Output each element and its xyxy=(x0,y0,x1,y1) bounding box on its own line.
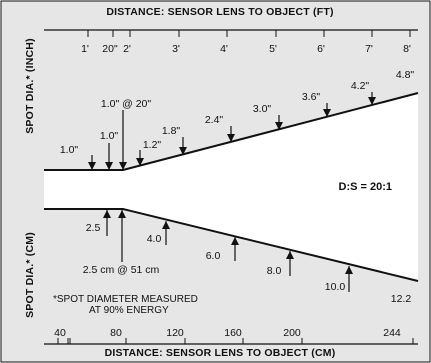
callout-arrows xyxy=(88,92,376,292)
bottom-tick-label: 160 xyxy=(224,327,242,339)
cm-label: 4.0 xyxy=(147,233,162,245)
inch-label: 1.0" @ 20" xyxy=(101,98,151,110)
inch-label: 3.6" xyxy=(302,91,321,103)
bottom-tick-label: 120 xyxy=(166,327,184,339)
bottom-tick-label: 80 xyxy=(110,327,122,339)
beam-cone xyxy=(44,93,418,281)
inch-label: 1.2" xyxy=(143,139,162,151)
callout-arrow-head xyxy=(88,162,96,170)
top-tick-label: 5' xyxy=(269,43,277,55)
inch-label: 1.0" xyxy=(60,144,79,156)
left-axis-title-cm: SPOT DIA.* (CM) xyxy=(24,232,36,318)
beam-lower-edge xyxy=(44,208,419,282)
top-axis: 1' 20" 2' 3' 4' 5' 6' 7' 8' xyxy=(44,29,418,55)
cm-label: 6.0 xyxy=(206,250,221,262)
callout-arrow-head xyxy=(227,134,235,142)
left-axis-title-inch: SPOT DIA.* (INCH) xyxy=(24,38,36,134)
top-tick-label: 1' xyxy=(81,43,89,55)
callout-arrow-head xyxy=(368,97,376,105)
bottom-axis-ticks: 40 80 120 160 200 244 xyxy=(54,327,414,344)
bottom-axis-title: DISTANCE: SENSOR LENS TO OBJECT (CM) xyxy=(105,347,336,359)
callout-arrow-head xyxy=(118,210,126,218)
inch-label: 4.2" xyxy=(351,80,370,92)
top-axis-title: DISTANCE: SENSOR LENS TO OBJECT (FT) xyxy=(106,6,333,18)
top-tick-label: 20" xyxy=(102,43,118,55)
bottom-axis: 40 80 120 160 200 244 xyxy=(44,327,418,345)
cm-label: 12.2 xyxy=(391,293,412,305)
inch-label: 1.8" xyxy=(162,125,181,137)
footnote-line-2: AT 90% ENERGY xyxy=(89,305,169,316)
callout-arrow-head xyxy=(119,162,127,170)
inch-label: 3.0" xyxy=(253,103,272,115)
top-tick-label: 4' xyxy=(220,43,228,55)
footnote-line-1: *SPOT DIAMETER MEASURED xyxy=(53,294,198,305)
bottom-tick-label: 40 xyxy=(54,327,66,339)
bottom-tick-label: 244 xyxy=(383,327,401,339)
top-tick-label: 2' xyxy=(123,43,131,55)
inch-label: 2.4" xyxy=(205,114,224,126)
callout-arrow-head xyxy=(275,122,283,130)
cm-label: 2.5 cm @ 51 cm xyxy=(83,264,160,276)
callout-arrow-head xyxy=(345,266,353,274)
callout-arrow-head xyxy=(323,109,331,117)
callout-arrow-head xyxy=(136,158,144,166)
bottom-tick-label: 200 xyxy=(283,327,301,339)
top-tick-label: 6' xyxy=(317,43,325,55)
top-tick-label: 8' xyxy=(403,43,411,55)
cm-label: 10.0 xyxy=(325,281,346,293)
cm-label: 8.0 xyxy=(267,265,282,277)
top-axis-ticks: 1' 20" 2' 3' 4' 5' 6' 7' 8' xyxy=(81,30,411,55)
top-tick-label: 3' xyxy=(172,43,180,55)
callout-arrow-head xyxy=(286,251,294,259)
callout-arrow-head xyxy=(179,147,187,155)
top-tick-label: 7' xyxy=(365,43,373,55)
callout-arrow-head xyxy=(105,162,113,170)
callout-arrow-head xyxy=(162,221,170,229)
inch-label: 1.0" xyxy=(100,130,119,142)
callout-arrow-head xyxy=(231,237,239,245)
cm-label: 2.5 xyxy=(86,222,101,234)
callout-arrow-head xyxy=(103,210,111,218)
inch-label: 4.8" xyxy=(396,69,415,81)
ratio-label: D:S = 20:1 xyxy=(339,181,393,193)
